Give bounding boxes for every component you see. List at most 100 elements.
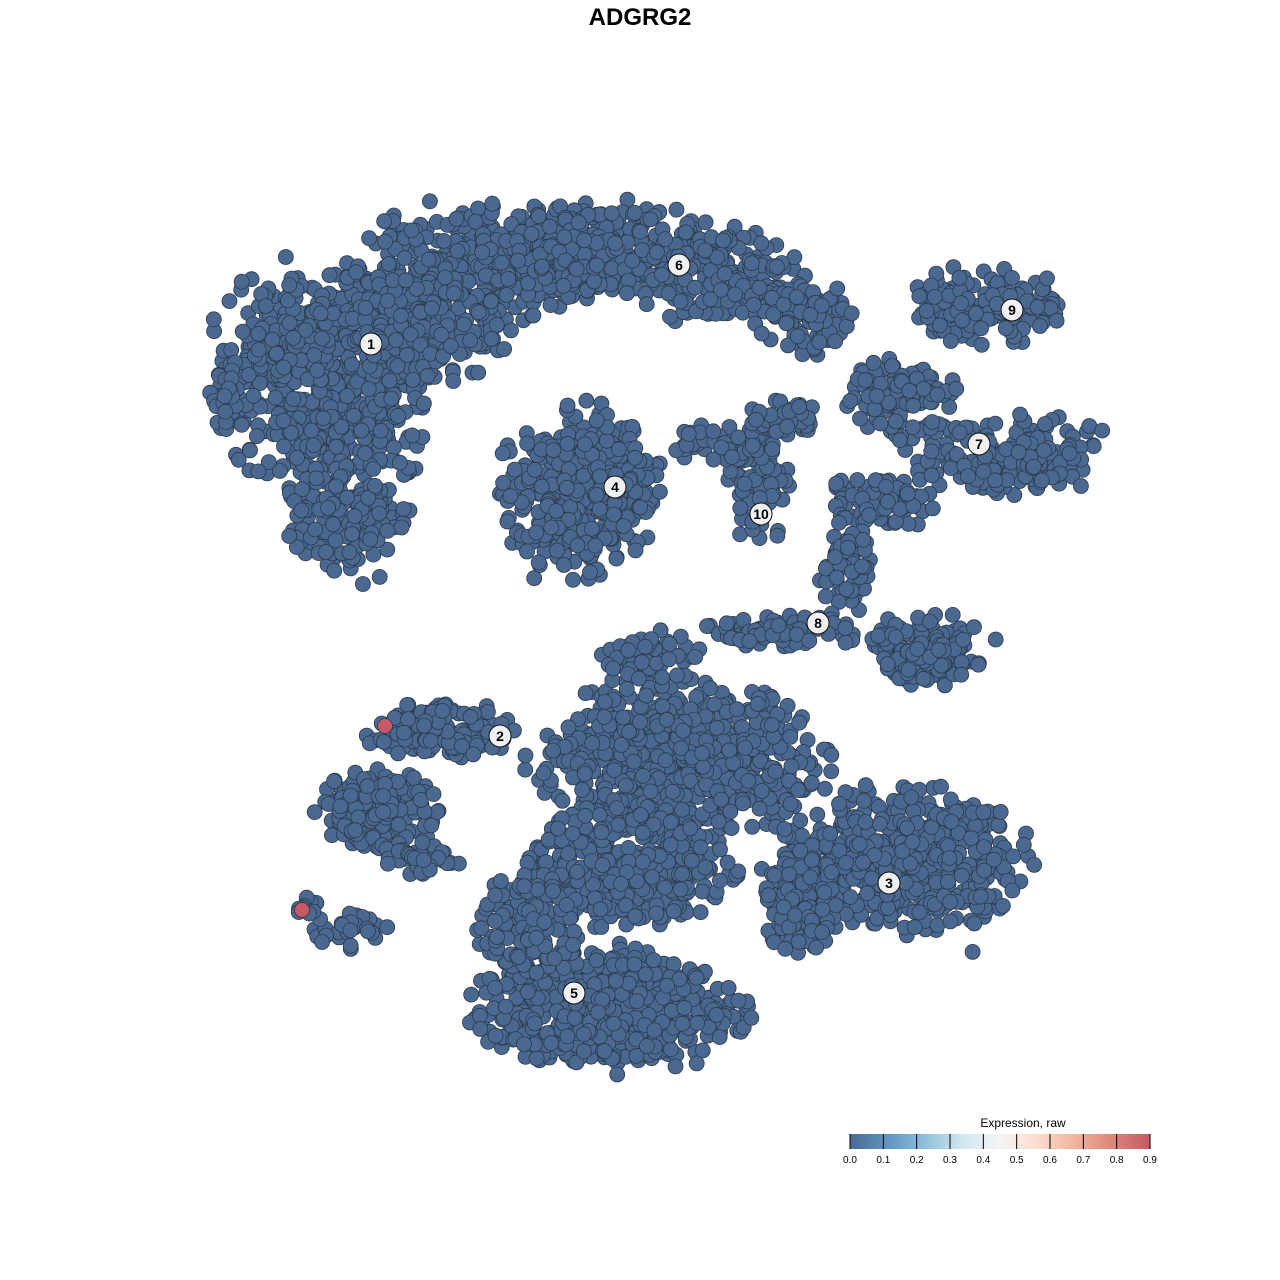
data-point <box>745 296 762 313</box>
data-point <box>1094 422 1111 439</box>
data-point <box>275 438 292 455</box>
data-point <box>715 232 732 249</box>
data-point <box>642 211 659 228</box>
data-point <box>749 696 766 712</box>
data-point <box>607 235 623 252</box>
data-point <box>534 258 550 275</box>
data-point <box>345 407 362 424</box>
data-point <box>702 680 719 697</box>
data-point <box>499 513 516 530</box>
data-point <box>708 719 725 736</box>
data-point <box>217 403 234 420</box>
data-point <box>216 388 233 405</box>
data-point <box>687 279 703 296</box>
data-point <box>716 265 733 282</box>
data-point <box>789 328 806 345</box>
data-point <box>375 804 392 821</box>
data-point <box>416 717 433 734</box>
data-point <box>333 418 350 435</box>
data-point <box>582 564 598 581</box>
data-point <box>608 550 625 567</box>
data-point <box>570 214 587 231</box>
data-point <box>654 266 670 283</box>
data-point <box>353 422 370 439</box>
data-point <box>277 249 294 265</box>
data-point <box>922 613 938 630</box>
data-point <box>736 475 753 492</box>
data-point <box>926 288 943 305</box>
data-point <box>314 330 330 347</box>
data-point <box>790 782 807 798</box>
data-point <box>626 204 643 221</box>
data-point <box>732 500 749 516</box>
data-point <box>588 487 605 503</box>
data-point <box>221 293 238 310</box>
data-point <box>753 235 770 252</box>
data-point <box>609 800 625 816</box>
data-point <box>376 213 393 230</box>
data-point <box>915 380 932 397</box>
data-point <box>493 254 510 271</box>
data-point <box>559 397 576 414</box>
data-point <box>944 607 961 623</box>
data-point <box>517 747 534 764</box>
data-point <box>829 280 846 297</box>
data-point <box>831 514 847 531</box>
data-point <box>1029 299 1046 316</box>
data-point <box>309 362 326 379</box>
data-point <box>267 389 284 406</box>
data-point <box>230 451 247 468</box>
data-point <box>632 223 648 240</box>
data-point <box>320 499 337 516</box>
data-point <box>479 704 496 720</box>
data-point <box>620 840 637 856</box>
data-point <box>617 777 634 794</box>
data-point <box>634 824 651 841</box>
data-point <box>248 428 265 445</box>
data-point <box>588 412 605 429</box>
data-point <box>924 414 941 430</box>
data-point <box>1061 445 1078 462</box>
data-point <box>233 416 250 433</box>
data-point <box>275 412 292 429</box>
data-point <box>753 325 770 342</box>
data-point <box>911 288 928 305</box>
data-point <box>775 296 792 313</box>
data-point <box>543 519 560 536</box>
data-point <box>710 813 727 830</box>
data-point <box>932 317 948 334</box>
data-point <box>613 737 630 753</box>
data-point <box>923 443 940 460</box>
data-point <box>510 252 526 269</box>
data-point <box>554 792 571 809</box>
data-point <box>632 714 648 730</box>
data-point <box>362 531 379 548</box>
data-point <box>328 478 345 495</box>
data-point <box>744 818 761 835</box>
data-point <box>627 449 643 466</box>
data-point <box>268 345 285 362</box>
data-point <box>306 804 323 820</box>
data-point <box>857 372 874 389</box>
data-point <box>675 723 691 739</box>
data-point <box>843 305 860 322</box>
data-point <box>397 272 414 289</box>
data-point <box>923 467 940 484</box>
data-point <box>744 437 761 454</box>
data-point <box>555 277 572 294</box>
data-point <box>359 778 376 795</box>
data-point <box>823 747 840 763</box>
data-point <box>837 634 854 651</box>
data-point <box>494 445 511 462</box>
data-point <box>591 807 608 823</box>
data-point <box>379 292 396 309</box>
data-point <box>455 316 472 333</box>
data-point <box>356 445 373 462</box>
data-point <box>420 251 437 268</box>
data-point <box>445 285 462 302</box>
data-point <box>782 796 799 812</box>
data-point <box>371 505 388 522</box>
data-point <box>399 697 416 713</box>
data-point <box>662 308 678 325</box>
data-point <box>987 631 1004 648</box>
